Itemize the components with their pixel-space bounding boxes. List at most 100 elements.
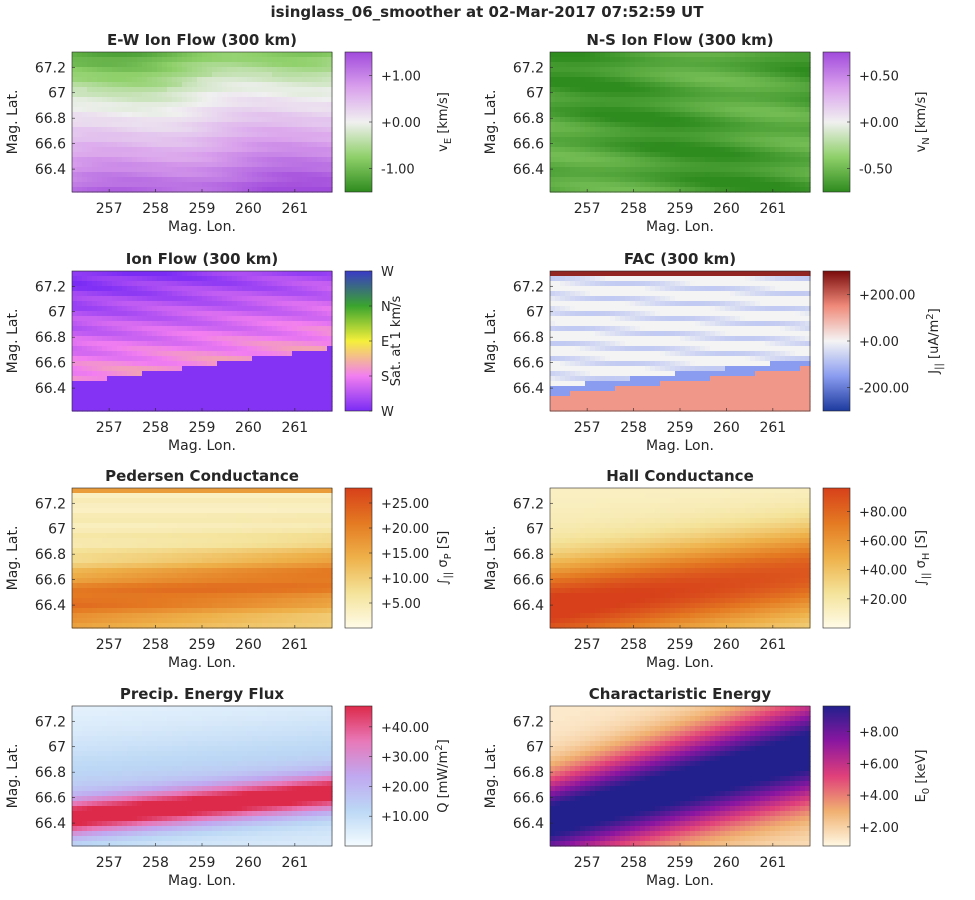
heatmap-cell: [132, 52, 138, 58]
heatmap-cell: [640, 306, 646, 312]
heatmap-cell: [197, 187, 203, 193]
heatmap-cell: [780, 167, 786, 173]
heatmap-cell: [247, 92, 253, 98]
heatmap-cell: [307, 401, 313, 407]
heatmap-cell: [785, 67, 791, 73]
heatmap-cell: [755, 157, 761, 163]
heatmap-cell: [157, 137, 163, 143]
heatmap-cell: [665, 57, 671, 63]
heatmap-cell: [82, 281, 88, 287]
heatmap-cell: [680, 112, 686, 118]
heatmap-cell: [97, 57, 103, 63]
heatmap-cell: [187, 381, 193, 387]
heatmap-cell: [132, 157, 138, 163]
heatmap-cell: [202, 406, 208, 412]
heatmap-cell: [675, 132, 681, 138]
heatmap-cell: [670, 92, 676, 98]
heatmap-cell: [192, 366, 198, 372]
heatmap-cell: [785, 281, 791, 287]
heatmap-cell: [725, 172, 731, 178]
heatmap-cell: [322, 361, 328, 367]
heatmap-cell: [785, 117, 791, 123]
heatmap-cell: [550, 67, 556, 73]
heatmap-cell: [82, 87, 88, 93]
heatmap-cell: [267, 157, 273, 163]
x-tick-label: 261: [281, 420, 308, 436]
heatmap-cell: [720, 162, 726, 168]
heatmap-cell: [232, 341, 238, 347]
heatmap-cell: [560, 187, 566, 193]
heatmap-cell: [565, 82, 571, 88]
heatmap-cell: [625, 172, 631, 178]
heatmap-cell: [162, 276, 168, 282]
heatmap-cell: [257, 57, 263, 63]
heatmap-cell: [790, 122, 796, 128]
heatmap-cell: [670, 306, 676, 312]
heatmap-cell: [227, 102, 233, 108]
heatmap-cell: [715, 142, 721, 148]
heatmap-cell: [237, 177, 243, 183]
heatmap-cell: [635, 301, 641, 307]
heatmap-cell: [660, 122, 666, 128]
heatmap-cell: [560, 177, 566, 183]
heatmap-cell: [645, 152, 651, 158]
heatmap-cell: [725, 67, 731, 73]
heatmap-cell: [800, 97, 806, 103]
heatmap-cell: [307, 351, 313, 357]
heatmap-cell: [575, 82, 581, 88]
heatmap-cell: [610, 281, 616, 287]
heatmap-cell: [725, 77, 731, 83]
heatmap-cell: [97, 62, 103, 68]
heatmap-cell: [227, 376, 233, 382]
heatmap-cell: [172, 102, 178, 108]
heatmap-cell: [162, 326, 168, 332]
heatmap-cell: [700, 107, 706, 113]
heatmap-cell: [322, 112, 328, 118]
heatmap-cell: [595, 117, 601, 123]
heatmap-cell: [600, 52, 606, 58]
heatmap-cell: [177, 107, 183, 113]
heatmap-cell: [267, 142, 273, 148]
heatmap-cell: [147, 361, 153, 367]
heatmap-cell: [167, 92, 173, 98]
heatmap-cell: [177, 82, 183, 88]
heatmap-cell: [212, 162, 218, 168]
heatmap-cell: [182, 172, 188, 178]
heatmap-cell: [595, 87, 601, 93]
heatmap-cell: [795, 72, 801, 78]
heatmap-cell: [755, 152, 761, 158]
heatmap-cell: [307, 301, 313, 307]
heatmap-cell: [142, 331, 148, 337]
heatmap-cell: [272, 182, 278, 188]
heatmap-cell: [327, 107, 333, 113]
heatmap-cell: [585, 306, 591, 312]
heatmap-cell: [287, 72, 293, 78]
heatmap-cell: [327, 157, 333, 163]
heatmap-cell: [117, 281, 123, 287]
heatmap-cell: [585, 162, 591, 168]
heatmap-cell: [282, 67, 288, 73]
heatmap-cell: [555, 172, 561, 178]
heatmap-cell: [267, 162, 273, 168]
heatmap-cell: [232, 406, 238, 412]
heatmap-cell: [555, 157, 561, 163]
heatmap-cell: [97, 107, 103, 113]
heatmap-cell: [785, 122, 791, 128]
heatmap-cell: [650, 296, 656, 302]
heatmap-cell: [685, 286, 691, 292]
heatmap-cell: [770, 132, 776, 138]
colorbar: [822, 51, 851, 193]
heatmap-cell: [242, 406, 248, 412]
heatmap-cell: [262, 401, 268, 407]
heatmap-cell: [207, 316, 213, 322]
heatmap-cell: [780, 87, 786, 93]
heatmap-cell: [550, 157, 556, 163]
heatmap-cell: [795, 296, 801, 302]
heatmap-cell: [600, 177, 606, 183]
heatmap-cell: [217, 376, 223, 382]
heatmap-cell: [610, 132, 616, 138]
heatmap-cell: [127, 177, 133, 183]
heatmap-cell: [302, 62, 308, 68]
heatmap-cell: [302, 381, 308, 387]
heatmap-cell: [257, 92, 263, 98]
